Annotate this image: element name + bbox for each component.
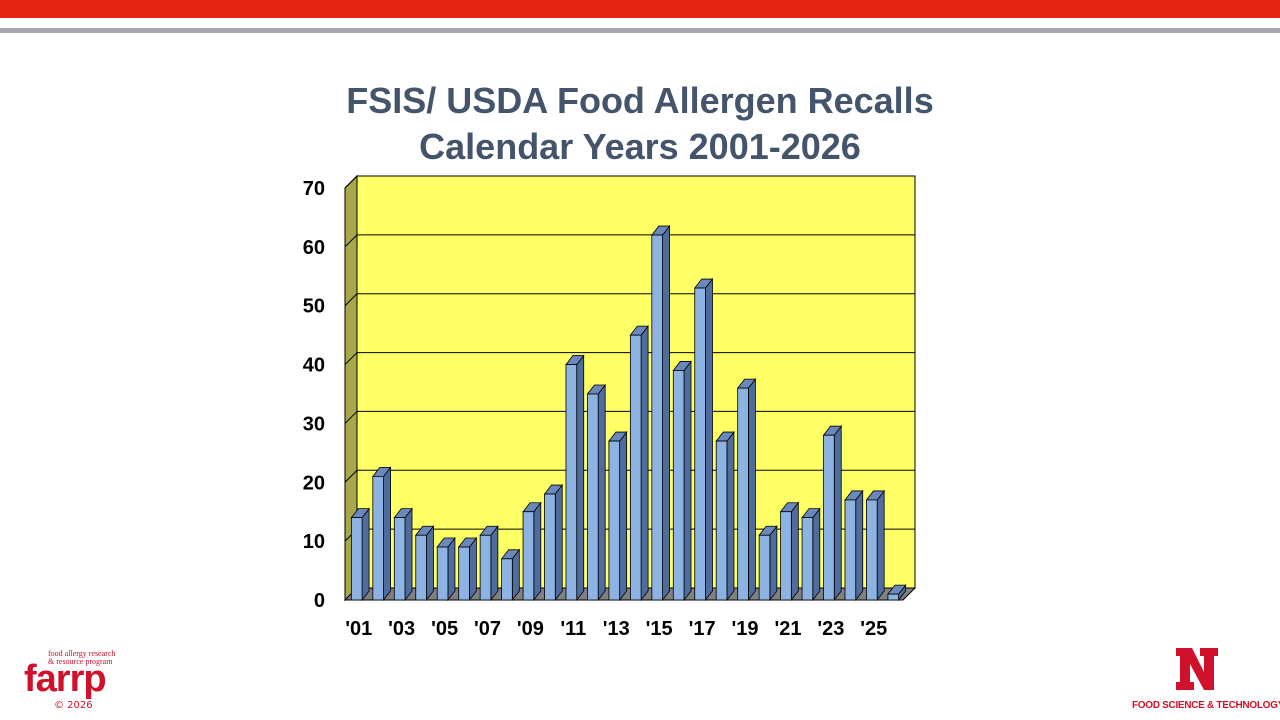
bar-side (748, 377, 756, 602)
bar-side (876, 489, 885, 602)
bar (479, 534, 492, 601)
bar-side (855, 489, 864, 602)
y-tick-label: 0 (314, 590, 325, 612)
bar-side (683, 360, 692, 602)
gridline-side (344, 411, 358, 424)
bar-side (469, 536, 477, 602)
bar (350, 517, 363, 601)
bar (415, 534, 427, 601)
x-tick-label: '15 (646, 618, 673, 640)
gridline-side (344, 293, 358, 307)
bar-side (662, 224, 670, 602)
bar-side (833, 425, 842, 602)
bar-side (640, 324, 649, 602)
bar (715, 440, 728, 601)
farrp-logo: food allergy research & resource program… (22, 648, 132, 718)
nebraska-n-icon (1176, 648, 1218, 690)
top-gray-rule (0, 28, 1280, 33)
bar-side (447, 536, 456, 602)
x-tick-label: '09 (517, 618, 544, 640)
y-tick-label: 50 (303, 296, 325, 318)
bar-side (404, 507, 413, 602)
bar-side (533, 501, 542, 602)
bar (544, 493, 556, 601)
gridline-side (344, 352, 358, 365)
x-tick-label: '03 (388, 618, 415, 640)
bar-side (790, 501, 799, 602)
bar-side (619, 430, 628, 602)
bar (694, 287, 706, 601)
bar (801, 517, 814, 601)
title-line-1: FSIS/ USDA Food Allergen Recalls (346, 80, 934, 121)
x-tick-label: '13 (603, 618, 630, 640)
copyright-text: © 2026 (54, 700, 93, 711)
y-tick-label: 60 (303, 237, 325, 259)
title-line-2: Calendar Years 2001-2026 (419, 126, 861, 167)
bar-side (726, 430, 735, 602)
top-red-band (0, 0, 1280, 18)
bar-side (812, 507, 821, 602)
x-tick-label: '21 (774, 618, 801, 640)
bar-side (576, 354, 585, 602)
x-tick-label: '25 (860, 618, 887, 640)
bar-side (383, 466, 391, 602)
bar (887, 593, 900, 601)
bar (565, 364, 578, 601)
bar-side (490, 525, 499, 602)
nebraska-logo: FOOD SCIENCE & TECHNOLOGY (1128, 646, 1280, 716)
farrp-tagline: food allergy research & resource program (48, 649, 116, 666)
x-tick-label: '11 (560, 618, 586, 640)
x-tick-label: '01 (345, 618, 372, 640)
bar (823, 434, 835, 601)
gridline-side (344, 175, 358, 189)
gridline-side (344, 234, 358, 248)
y-tick-label: 20 (303, 472, 325, 494)
bar (501, 558, 513, 601)
farrp-wordmark: farrp (24, 658, 107, 700)
bar (651, 234, 663, 601)
bar-side (705, 277, 713, 602)
bar (587, 393, 599, 601)
x-tick-label: '07 (474, 618, 501, 640)
bar (436, 546, 449, 601)
bar (372, 475, 384, 601)
bar (608, 440, 621, 601)
bar-side (361, 507, 370, 602)
bar (629, 334, 642, 601)
y-tick-label: 10 (303, 531, 325, 553)
bar-side (554, 483, 563, 602)
x-tick-label: '17 (689, 618, 716, 640)
bar (758, 534, 771, 601)
bar (522, 511, 535, 601)
y-tick-label: 40 (303, 355, 325, 377)
x-tick-label: '05 (431, 618, 458, 640)
bar-side (597, 383, 606, 602)
chart-title: FSIS/ USDA Food Allergen Recalls Calenda… (240, 78, 1040, 170)
y-tick-label: 30 (303, 413, 325, 435)
bar (844, 499, 857, 601)
bar-side (769, 525, 778, 602)
bar-side (426, 525, 434, 602)
x-tick-label: '19 (732, 618, 759, 640)
bar (458, 546, 470, 601)
bar (866, 499, 878, 601)
x-tick-label: '23 (817, 618, 844, 640)
department-name: FOOD SCIENCE & TECHNOLOGY (1132, 700, 1280, 711)
bar (393, 517, 406, 601)
y-tick-label: 70 (303, 178, 325, 200)
bar (737, 387, 749, 601)
bar (780, 511, 792, 601)
gridline-side (344, 469, 358, 483)
bar (672, 370, 685, 601)
